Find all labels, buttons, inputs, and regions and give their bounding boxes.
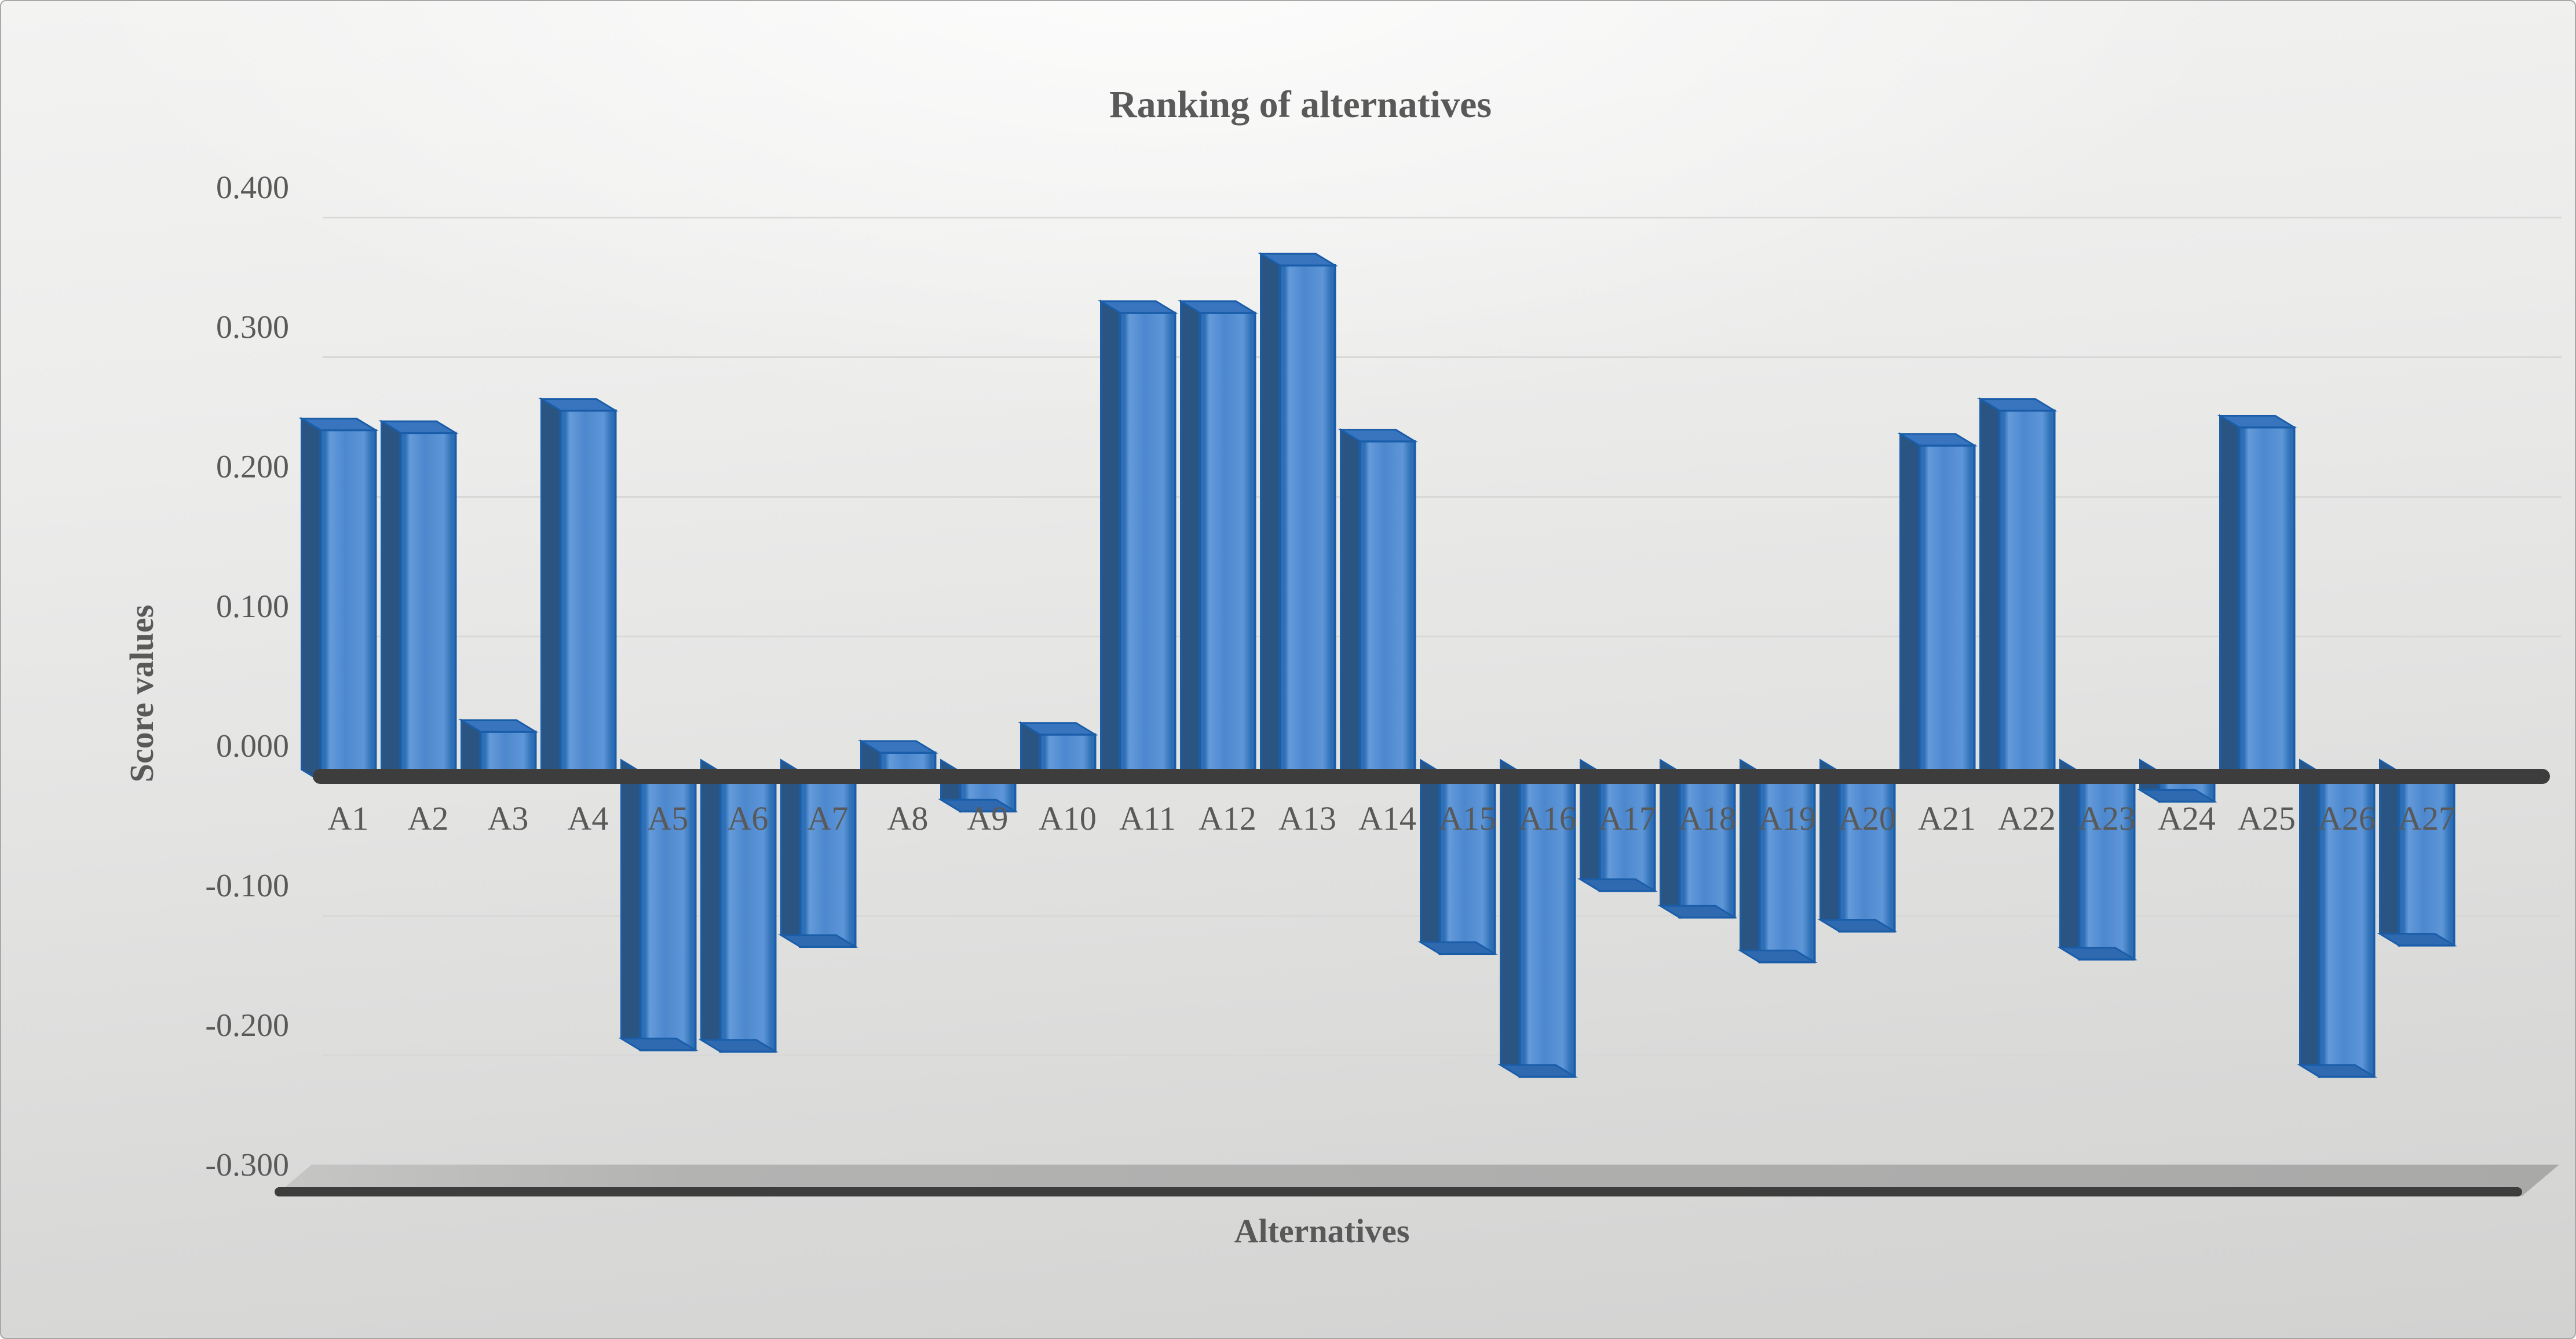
x-label-A23: A23 [2078, 800, 2136, 837]
x-label-A12: A12 [1199, 800, 1256, 837]
x-label-A26: A26 [2318, 800, 2376, 837]
bar-A22 [1977, 397, 2058, 783]
x-label-A2: A2 [408, 800, 449, 837]
bar-A21 [1897, 432, 1978, 783]
x-label-A18: A18 [1678, 800, 1736, 837]
x-label-A4: A4 [568, 800, 609, 837]
chart-title: Ranking of alternatives [1109, 83, 1492, 126]
bar-A19 [1737, 758, 1818, 964]
bar-A18 [1657, 758, 1738, 920]
y-tick--0.100: -0.100 [205, 868, 289, 904]
y-tick--0.300: -0.300 [205, 1147, 289, 1183]
x-label-A8: A8 [887, 800, 929, 837]
bar-A23 [2057, 758, 2137, 961]
x-label-A25: A25 [2238, 800, 2296, 837]
bar-A6 [698, 758, 779, 1053]
bar-A25 [2217, 414, 2297, 783]
x-axis-title: Alternatives [1234, 1212, 1410, 1250]
y-tick-0.300: 0.300 [216, 309, 289, 345]
x-label-A19: A19 [1758, 800, 1816, 837]
bar-A4 [538, 397, 619, 783]
x-label-A20: A20 [1838, 800, 1896, 837]
x-label-A11: A11 [1119, 800, 1176, 837]
x-label-A16: A16 [1518, 800, 1576, 837]
y-tick-labels: 0.400 0.300 0.200 0.100 0.000 -0.100 -0.200 -0.… [205, 170, 289, 1183]
bar-A15 [1417, 758, 1498, 955]
bar-A1 [298, 417, 379, 783]
x-label-A24: A24 [2158, 800, 2216, 837]
y-tick--0.200: -0.200 [205, 1008, 289, 1044]
bars [298, 252, 2457, 1078]
x-label-A1: A1 [328, 800, 369, 837]
x-label-A15: A15 [1438, 800, 1496, 837]
bar-A14 [1338, 428, 1418, 783]
x-label-A27: A27 [2398, 800, 2456, 837]
x-label-A17: A17 [1598, 800, 1656, 837]
y-tick-0.200: 0.200 [216, 449, 289, 485]
x-label-A14: A14 [1358, 800, 1416, 837]
x-label-A21: A21 [1918, 800, 1976, 837]
floor-3d [275, 1165, 2559, 1196]
y-tick-0.000: 0.000 [216, 728, 289, 764]
y-tick-0.400: 0.400 [216, 170, 289, 206]
x-label-A13: A13 [1278, 800, 1336, 837]
bar-A5 [618, 758, 699, 1052]
bar-A13 [1258, 252, 1338, 783]
x-category-labels: A1 A2 A3 A4 A5 A6 A7 A8 A9 A10 A11 A12 A13 A14 A15 A16 A… [328, 800, 2456, 837]
bar-A12 [1178, 300, 1258, 783]
x-label-A9: A9 [967, 800, 1009, 837]
bar-A20 [1817, 758, 1898, 933]
x-label-A10: A10 [1039, 800, 1097, 837]
bar-A7 [778, 758, 858, 948]
x-label-A3: A3 [488, 800, 529, 837]
bar-A26 [2297, 758, 2377, 1078]
y-tick-0.100: 0.100 [216, 589, 289, 625]
y-axis-title: Score values [123, 605, 160, 783]
zero-axis-line [313, 769, 2550, 784]
bar-A11 [1098, 300, 1178, 783]
bar-A27 [2377, 758, 2457, 947]
bar-A2 [378, 419, 459, 783]
x-label-A5: A5 [648, 800, 689, 837]
x-label-A7: A7 [807, 800, 849, 837]
x-label-A22: A22 [1998, 800, 2056, 837]
x-label-A6: A6 [728, 800, 769, 837]
